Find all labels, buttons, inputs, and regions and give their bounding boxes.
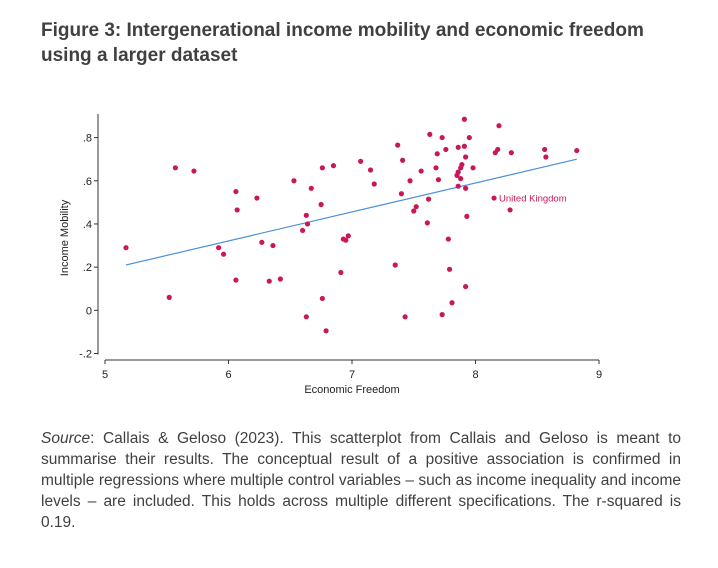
data-point: [461, 116, 467, 122]
data-point: [427, 131, 433, 137]
scatter-chart: -.2 0 .2 .4 .6 .8 5 6 7 8 9 United Kingdom Economic…: [59, 114, 602, 396]
x-tick-label: 8: [472, 369, 478, 381]
data-point: [446, 266, 453, 272]
data-point: [433, 165, 439, 171]
data-point: [466, 134, 472, 141]
data-point: [425, 196, 432, 202]
data-point: [411, 208, 417, 214]
data-point: [259, 239, 265, 245]
data-point: [455, 169, 461, 175]
data-point: [459, 161, 465, 168]
data-point: [418, 168, 424, 174]
data-point: [443, 146, 449, 153]
data-point: [367, 167, 374, 173]
data-point: [495, 146, 501, 153]
data-point: [435, 177, 442, 183]
x-tick-label: 6: [225, 369, 231, 381]
fit-line: [125, 158, 577, 266]
y-tick-label: .8: [83, 133, 92, 145]
data-point: [234, 207, 240, 213]
data-point: [455, 144, 461, 150]
data-point: [463, 154, 469, 160]
data-point: [434, 151, 440, 157]
point-annotation-label: United Kingdom: [499, 194, 567, 205]
data-point: [343, 237, 349, 243]
data-point: [470, 165, 476, 171]
x-tick-label: 5: [102, 369, 108, 381]
data-point: [318, 201, 324, 208]
data-point: [439, 312, 445, 318]
data-point: [464, 213, 470, 219]
data-point: [330, 163, 337, 169]
data-point: [123, 245, 129, 251]
x-axis-label: Economic Freedom: [304, 384, 399, 396]
data-point: [407, 178, 413, 184]
data-point: [277, 276, 283, 282]
data-point: [303, 212, 309, 218]
data-point: [371, 181, 377, 187]
y-tick-label: .2: [83, 262, 92, 274]
data-point: [455, 183, 461, 189]
caption-text: : Callais & Geloso (2023). This scatterp…: [41, 430, 681, 531]
data-point: [398, 191, 404, 197]
data-point: [270, 242, 276, 249]
data-point: [254, 195, 260, 201]
data-point: [458, 176, 464, 182]
data-point: [463, 185, 469, 191]
data-point: [449, 300, 455, 306]
y-tick-label: .6: [83, 176, 92, 188]
data-point: [424, 220, 430, 226]
data-point: [319, 165, 325, 171]
data-point: [233, 277, 239, 283]
data-point: [303, 314, 309, 320]
annotated-point: [491, 195, 497, 201]
data-point: [338, 269, 344, 276]
data-point: [220, 251, 227, 257]
caption-source-label: Source: [41, 430, 91, 447]
data-point: [304, 221, 311, 227]
data-point: [300, 227, 306, 234]
x-tick-label: 7: [349, 369, 355, 381]
data-point: [439, 134, 445, 141]
data-point: [233, 188, 239, 195]
data-point: [395, 142, 401, 148]
data-point: [461, 143, 467, 149]
y-tick-label: 0: [86, 305, 92, 317]
data-point: [345, 233, 351, 239]
data-point: [463, 283, 469, 290]
y-tick-label: .4: [83, 219, 92, 231]
data-point: [308, 185, 314, 191]
data-point: [166, 294, 172, 300]
data-point: [496, 123, 502, 129]
data-point: [266, 278, 272, 284]
data-point: [542, 146, 548, 153]
data-point: [445, 236, 451, 242]
figure-caption: Source: Callais & Geloso (2023). This sc…: [41, 428, 681, 533]
data-point: [543, 154, 549, 160]
data-point: [323, 328, 329, 334]
figure-title: Figure 3: Intergenerational income mobil…: [41, 20, 644, 66]
data-point: [392, 262, 398, 268]
data-point: [400, 157, 406, 163]
data-point: [508, 150, 514, 156]
data-point: [358, 158, 364, 164]
data-point: [172, 165, 178, 171]
data-point: [507, 207, 513, 213]
data-point: [402, 314, 408, 320]
data-point: [574, 147, 580, 154]
data-point: [216, 245, 222, 251]
x-tick-label: 9: [596, 369, 602, 381]
y-tick-label: -.2: [79, 349, 92, 361]
data-point: [319, 295, 325, 302]
data-point: [413, 204, 419, 210]
data-point: [191, 168, 197, 174]
plot-area: -.2 0 .2 .4 .6 .8 5 6 7 8 9 United Kingdom: [79, 114, 602, 381]
y-axis-label: Income Mobility: [59, 199, 71, 276]
data-point: [291, 178, 297, 184]
